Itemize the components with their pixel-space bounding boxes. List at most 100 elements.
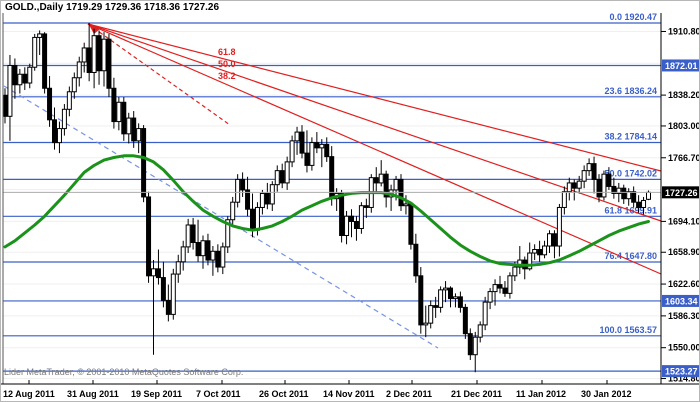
- candle: [279, 163, 285, 189]
- candle: [52, 107, 57, 150]
- candle: [497, 275, 503, 294]
- svg-text:1658.90: 1658.90: [668, 247, 700, 257]
- candle: [175, 254, 181, 283]
- candle: [477, 321, 483, 343]
- candle: [467, 328, 473, 360]
- candle: [517, 246, 523, 275]
- candle: [576, 175, 582, 194]
- candle: [264, 182, 270, 210]
- candle: [551, 230, 557, 259]
- candle: [76, 56, 82, 87]
- candle: [42, 32, 48, 94]
- svg-text:38.2: 38.2: [218, 71, 236, 81]
- candle: [56, 121, 62, 154]
- svg-text:2 Dec 2011: 2 Dec 2011: [386, 389, 432, 399]
- candle: [507, 272, 513, 299]
- candle: [240, 172, 246, 197]
- candle: [299, 125, 305, 159]
- candle: [487, 288, 493, 310]
- candle: [269, 181, 275, 211]
- candle: [339, 189, 345, 243]
- candle: [37, 30, 43, 55]
- candle: [274, 165, 280, 192]
- candle: [210, 246, 216, 276]
- candle: [165, 284, 171, 322]
- candle: [611, 177, 617, 199]
- candle: [160, 261, 166, 308]
- candle: [413, 233, 419, 283]
- candle: [344, 210, 350, 245]
- candle: [547, 230, 552, 254]
- moving-average-line: [3, 154, 650, 267]
- candle: [383, 170, 389, 208]
- candle: [96, 30, 102, 85]
- candle: [433, 296, 439, 318]
- candle: [631, 186, 637, 208]
- copyright-text: Lider MetaTrader, © 2001-2010 MetaQuotes…: [4, 367, 244, 377]
- svg-text:1910.80: 1910.80: [668, 26, 700, 36]
- support-resistance-lines: [3, 64, 661, 372]
- candle: [284, 156, 290, 190]
- candle: [626, 188, 632, 206]
- candle: [319, 139, 325, 168]
- candle: [561, 186, 567, 215]
- candle: [363, 198, 369, 218]
- svg-text:1727.26: 1727.26: [665, 188, 698, 198]
- candle: [601, 170, 607, 201]
- candle: [126, 112, 132, 144]
- price-axis-box-1872.01: 1872.01: [662, 59, 699, 72]
- candle: [12, 58, 18, 99]
- candle: [17, 68, 23, 94]
- svg-text:1803.00: 1803.00: [668, 121, 700, 131]
- candle: [86, 23, 92, 82]
- candle: [235, 174, 241, 208]
- chart-title-ohlc: GOLD.,Daily 1719.29 1729.36 1718.36 1727…: [5, 2, 220, 13]
- candle: [472, 331, 478, 373]
- svg-text:1872.01: 1872.01: [665, 61, 698, 71]
- svg-text:14 Nov 2011: 14 Nov 2011: [323, 389, 375, 399]
- candle: [542, 240, 548, 259]
- svg-text:11 Jan 2012: 11 Jan 2012: [516, 389, 566, 399]
- candle: [556, 203, 562, 257]
- candle: [245, 176, 251, 217]
- candle: [141, 125, 147, 203]
- candle: [155, 249, 161, 285]
- candle: [7, 54, 13, 141]
- candle: [170, 268, 176, 320]
- candle: [3, 88, 8, 124]
- candle: [423, 305, 429, 338]
- candle: [190, 217, 196, 250]
- price-axis[interactable]: 1910.80 1838.20 1803.00 1766.70 1694.10 1658.…: [661, 26, 700, 384]
- candle: [22, 67, 28, 91]
- candle: [131, 111, 137, 148]
- candle: [304, 130, 310, 173]
- candle: [146, 191, 152, 283]
- svg-text:1622.60: 1622.60: [668, 279, 700, 289]
- candle: [457, 291, 463, 313]
- svg-text:1603.34: 1603.34: [665, 296, 698, 306]
- svg-text:1514.80: 1514.80: [668, 374, 700, 384]
- svg-text:21 Dec 2011: 21 Dec 2011: [451, 389, 502, 399]
- time-axis[interactable]: 12 Aug 2011 31 Aug 2011 19 Sep 2011 7 Oct 2…: [3, 380, 632, 399]
- candle: [462, 303, 468, 339]
- candle: [91, 28, 97, 89]
- candle: [294, 126, 300, 155]
- svg-text:76.4 1647.80: 76.4 1647.80: [604, 251, 657, 261]
- candle: [111, 77, 117, 129]
- candle: [121, 97, 127, 141]
- candle: [581, 165, 587, 189]
- candle: [378, 160, 384, 187]
- candle: [259, 189, 265, 215]
- candle: [353, 216, 359, 241]
- candle: [47, 75, 53, 127]
- candle: [195, 219, 201, 262]
- svg-text:23.6 1836.24: 23.6 1836.24: [604, 86, 657, 96]
- price-axis-box-1603.34: 1603.34: [662, 294, 699, 307]
- candle: [151, 260, 156, 355]
- candle: [641, 196, 647, 215]
- candle: [185, 218, 191, 254]
- candle: [388, 184, 394, 211]
- candle: [101, 32, 107, 87]
- svg-text:1523.27: 1523.27: [665, 367, 698, 377]
